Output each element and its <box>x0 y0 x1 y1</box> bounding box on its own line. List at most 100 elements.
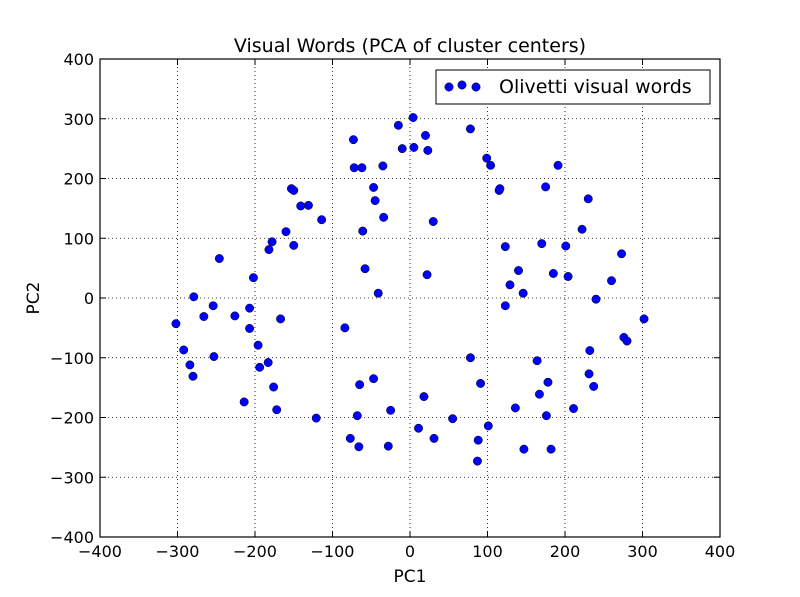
data-point <box>408 113 418 123</box>
data-point <box>472 456 482 466</box>
data-point <box>583 194 593 204</box>
data-point <box>569 404 578 413</box>
data-point <box>584 369 594 379</box>
data-point <box>360 264 370 274</box>
data-point <box>561 241 571 251</box>
data-point <box>245 303 255 313</box>
data-point <box>209 352 219 362</box>
x-tick-labels: −400 −300 −200 −100 0 100 200 300 400 <box>78 542 735 561</box>
data-point <box>543 377 553 387</box>
legend-box <box>435 69 711 105</box>
data-point <box>281 227 291 237</box>
legend-markers <box>444 80 481 92</box>
y-tick-label: 400 <box>63 50 94 69</box>
data-point <box>577 224 587 234</box>
y-tick-label: 100 <box>63 229 94 248</box>
data-point <box>349 163 359 173</box>
data-point <box>428 217 438 226</box>
x-tick-label: −100 <box>311 542 355 561</box>
y-tick-label: −400 <box>50 528 94 547</box>
x-tick-label: −300 <box>156 542 200 561</box>
chart-title: Visual Words (PCA of cluster centers) <box>234 35 586 57</box>
data-point <box>185 360 195 370</box>
axis-ticks <box>99 58 721 538</box>
data-point <box>255 362 265 372</box>
data-point <box>378 161 388 171</box>
data-point <box>585 346 595 356</box>
data-point <box>423 145 433 155</box>
x-tick-label: 200 <box>550 542 581 561</box>
x-tick-label: 0 <box>405 542 415 561</box>
data-point <box>537 239 547 249</box>
data-point <box>296 201 306 211</box>
data-point <box>355 380 365 390</box>
data-point <box>476 378 485 388</box>
data-point <box>317 215 327 225</box>
data-point <box>393 120 403 130</box>
data-point <box>639 314 649 324</box>
y-tick-labels: −400 −300 −200 −100 0 100 200 300 400 <box>50 50 94 547</box>
data-point <box>518 288 528 298</box>
data-point <box>546 444 556 454</box>
data-point <box>486 160 496 170</box>
legend-marker <box>444 82 454 92</box>
data-point <box>245 324 255 333</box>
data-point <box>214 254 224 264</box>
x-tick-label: −400 <box>78 542 122 561</box>
data-point <box>500 242 510 252</box>
data-point <box>189 292 199 302</box>
data-point <box>500 301 510 311</box>
data-point <box>514 266 523 275</box>
data-point <box>267 237 277 247</box>
y-tick-label: 300 <box>63 110 94 129</box>
data-point <box>541 411 551 421</box>
y-tick-label: 0 <box>84 289 94 308</box>
data-point <box>289 240 299 250</box>
x-tick-label: −200 <box>233 542 277 561</box>
x-axis-title: PC1 <box>394 567 427 587</box>
data-point <box>505 280 515 290</box>
data-point <box>352 411 362 421</box>
data-point <box>171 319 181 329</box>
data-point <box>519 444 529 454</box>
data-point <box>179 345 189 355</box>
data-point <box>264 245 274 255</box>
data-point <box>263 358 273 367</box>
data-point <box>397 144 407 154</box>
x-tick-label: 300 <box>627 542 658 561</box>
data-points <box>171 113 649 466</box>
data-point <box>340 323 350 333</box>
data-point <box>354 442 364 452</box>
data-point <box>383 441 393 451</box>
data-point <box>409 142 419 152</box>
data-point <box>304 200 313 210</box>
x-tick-label: 100 <box>472 542 503 561</box>
data-point <box>249 273 258 283</box>
data-point <box>188 371 198 381</box>
grid-lines <box>100 59 720 537</box>
data-point <box>429 433 439 443</box>
data-point <box>289 186 299 195</box>
y-tick-label: −200 <box>50 409 94 428</box>
data-point <box>510 403 520 413</box>
data-point <box>348 135 358 145</box>
data-point <box>466 124 475 134</box>
data-point <box>230 311 240 321</box>
data-point <box>311 413 321 423</box>
data-point <box>532 356 542 366</box>
data-point <box>422 270 432 280</box>
data-point <box>534 389 544 399</box>
data-point <box>379 212 389 222</box>
data-point <box>548 269 558 278</box>
data-point <box>345 433 355 443</box>
legend: Olivetti visual words <box>435 69 711 105</box>
data-point <box>589 381 599 391</box>
data-point <box>414 423 423 433</box>
data-point <box>370 196 380 206</box>
data-point <box>483 421 493 431</box>
data-point <box>448 414 458 424</box>
legend-marker <box>471 82 481 92</box>
data-point <box>482 153 492 163</box>
data-point <box>276 314 286 324</box>
